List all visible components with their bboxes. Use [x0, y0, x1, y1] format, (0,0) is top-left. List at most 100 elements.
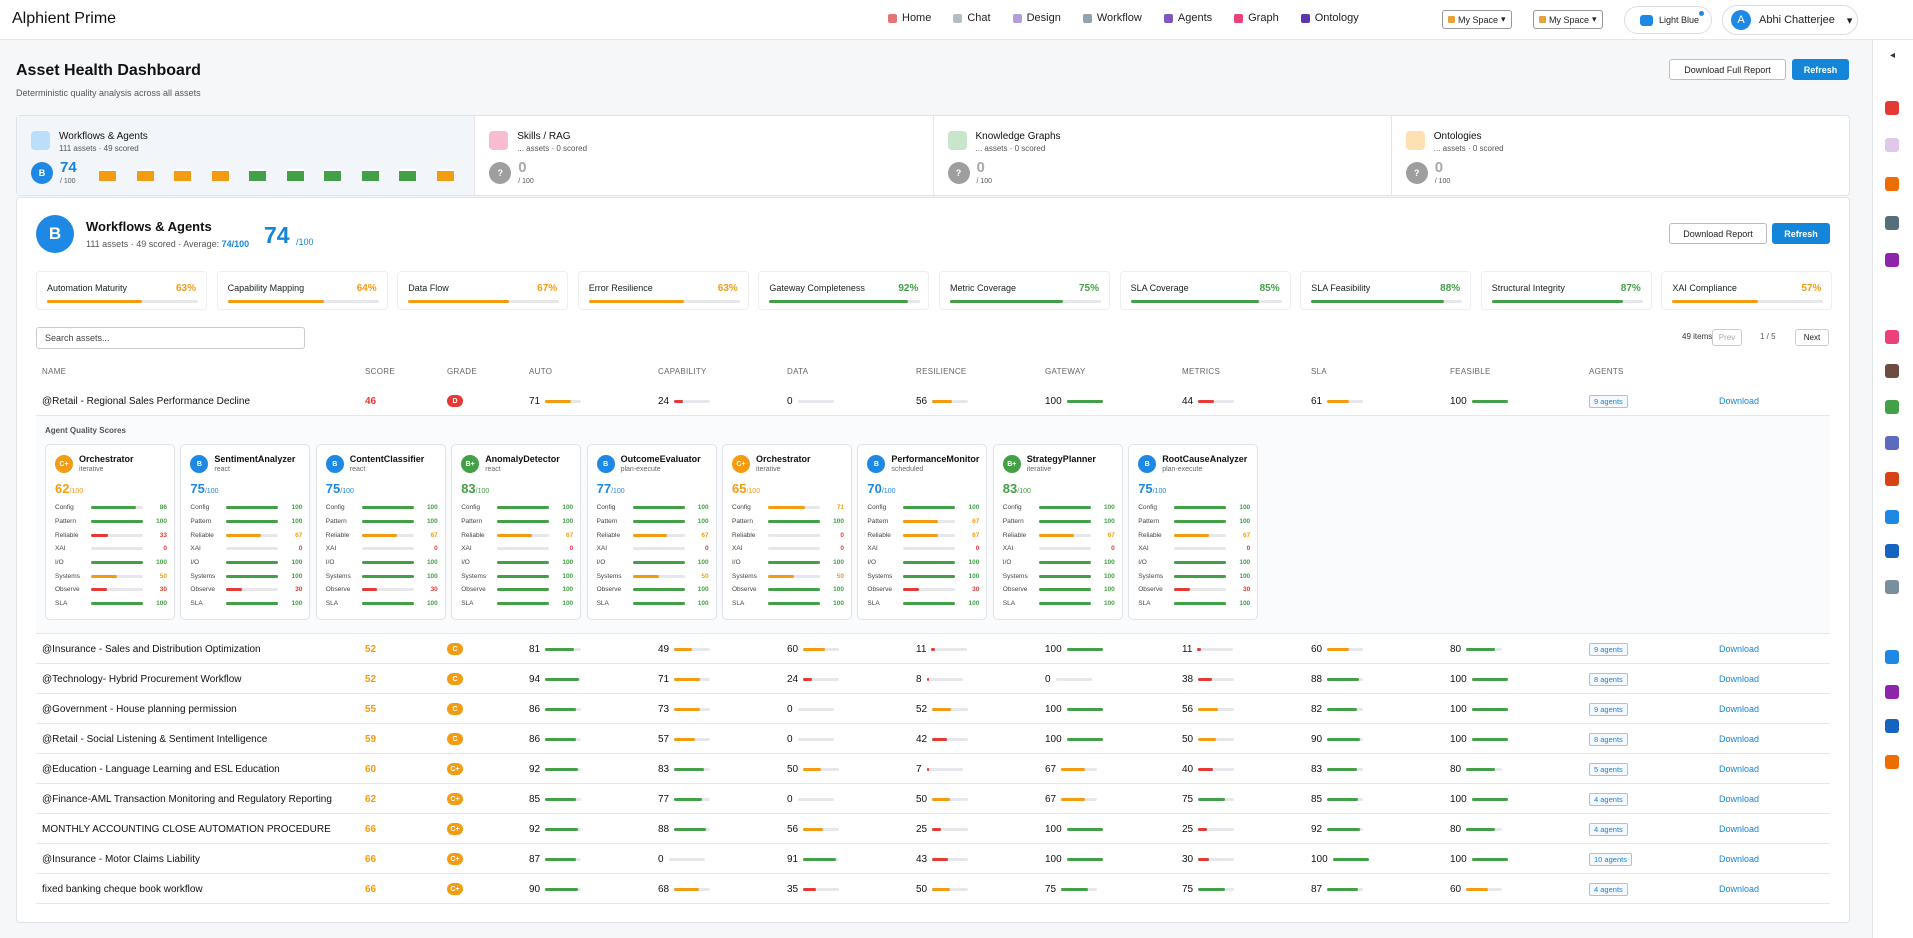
next-page-button[interactable]: Next [1795, 329, 1829, 346]
rail-nav-icon[interactable] [1885, 472, 1899, 486]
download-link[interactable]: Download [1719, 854, 1760, 864]
agent-card-outcomeevaluator[interactable]: B OutcomeEvaluator plan-execute 77/100 Confi… [586, 444, 717, 620]
table-row[interactable]: fixed banking cheque book workflow 66 C+ 90… [36, 874, 1830, 904]
rail-nav-icon[interactable] [1885, 510, 1899, 524]
table-row[interactable]: @Government - House planning permission 5… [36, 694, 1830, 724]
download-report-button[interactable]: Download Report [1669, 223, 1767, 244]
asset-name[interactable]: @Insurance - Sales and Distribution Opti… [42, 643, 261, 655]
category-tab-skills-rag[interactable]: Skills / RAG ... assets · 0 scored? 0 / 100 [475, 116, 934, 195]
agent-card-orchestrator[interactable]: C+ Orchestrator iterative 62/100 Config 86 Pat… [45, 444, 175, 620]
rail-nav-icon[interactable] [1885, 138, 1899, 152]
download-link[interactable]: Download [1719, 396, 1760, 406]
column-header-metrics[interactable]: Metrics [1182, 367, 1221, 376]
download-link[interactable]: Download [1719, 734, 1760, 744]
agents-count-badge[interactable]: 9 agents [1589, 702, 1628, 716]
rail-nav-icon[interactable] [1885, 719, 1899, 733]
rail-nav-icon[interactable] [1885, 177, 1899, 191]
asset-name[interactable]: @Finance-AML Transaction Monitoring and … [42, 793, 332, 805]
section-refresh-button[interactable]: Refresh [1772, 223, 1830, 244]
download-link[interactable]: Download [1719, 794, 1760, 804]
download-full-report-button[interactable]: Download Full Report [1669, 59, 1786, 80]
agent-card-sentimentanalyzer[interactable]: B SentimentAnalyzer react 75/100 Config 100 Pa… [180, 444, 311, 620]
agents-count-badge[interactable]: 8 agents [1589, 732, 1628, 746]
table-row[interactable]: @Finance-AML Transaction Monitoring and … [36, 784, 1830, 814]
search-input[interactable] [36, 327, 305, 349]
rail-nav-icon[interactable] [1885, 364, 1899, 378]
agent-card-contentclassifier[interactable]: B ContentClassifier react 75/100 Config 100 Pa… [315, 444, 446, 620]
agent-card-strategyplanner[interactable]: B+ StrategyPlanner iterative 83/100 Config 10… [992, 444, 1123, 620]
agents-count-badge[interactable]: 4 agents [1589, 822, 1628, 836]
table-row[interactable]: @Education - Language Learning and ESL E… [36, 754, 1830, 784]
asset-name[interactable]: MONTHLY ACCOUNTING CLOSE AUTOMATION PROC… [42, 823, 331, 835]
rail-nav-icon[interactable] [1885, 216, 1899, 230]
rail-nav-icon[interactable] [1885, 544, 1899, 558]
nav-ontology[interactable]: Ontology [1300, 12, 1359, 24]
table-row[interactable]: MONTHLY ACCOUNTING CLOSE AUTOMATION PROC… [36, 814, 1830, 844]
rail-nav-icon[interactable] [1885, 650, 1899, 664]
refresh-button[interactable]: Refresh [1792, 59, 1849, 80]
agents-count-badge[interactable]: 9 agents [1589, 394, 1628, 408]
column-header-data[interactable]: Data [787, 367, 809, 376]
asset-name[interactable]: @Retail - Regional Sales Performance Dec… [42, 395, 251, 407]
category-tab-workflows-agents[interactable]: Workflows & Agents 111 assets · 49 scored… [17, 116, 476, 195]
rail-nav-icon[interactable] [1885, 755, 1899, 769]
nav-chat[interactable]: Chat [953, 12, 991, 24]
column-header-sla[interactable]: SLA [1311, 367, 1328, 376]
nav-workflow[interactable]: Workflow [1082, 12, 1142, 24]
agents-count-badge[interactable]: 9 agents [1589, 642, 1628, 656]
agents-count-badge[interactable]: 10 agents [1589, 852, 1632, 866]
rail-nav-icon[interactable] [1885, 101, 1899, 115]
asset-name[interactable]: @Technology- Hybrid Procurement Workflow [42, 673, 242, 685]
column-header-capability[interactable]: Capability [658, 367, 707, 376]
agent-card-anomalydetector[interactable]: B+ AnomalyDetector react 83/100 Config 100 Pat… [451, 444, 582, 620]
table-row[interactable]: @Retail - Social Listening & Sentiment I… [36, 724, 1830, 754]
column-header-score[interactable]: Score [365, 367, 395, 376]
agents-count-badge[interactable]: 8 agents [1589, 672, 1628, 686]
rail-nav-icon[interactable] [1885, 330, 1899, 344]
asset-name[interactable]: @Government - House planning permission [42, 703, 237, 715]
rail-nav-icon[interactable] [1885, 400, 1899, 414]
space-select-1[interactable]: My Space ▾ [1442, 10, 1512, 29]
column-header-feasible[interactable]: Feasible [1450, 367, 1491, 376]
asset-name[interactable]: fixed banking cheque book workflow [42, 883, 203, 895]
download-link[interactable]: Download [1719, 674, 1760, 684]
agent-card-performancemonitor[interactable]: B PerformanceMonitor scheduled 70/100 Config… [857, 444, 988, 620]
nav-design[interactable]: Design [1012, 12, 1061, 24]
asset-name[interactable]: @Insurance - Motor Claims Liability [42, 853, 200, 865]
column-header-grade[interactable]: Grade [447, 367, 477, 376]
download-link[interactable]: Download [1719, 884, 1760, 894]
category-tab-knowledge-graphs[interactable]: Knowledge Graphs ... assets · 0 scored? 0 /… [934, 116, 1392, 195]
table-row[interactable]: @Technology- Hybrid Procurement Workflow… [36, 664, 1830, 694]
table-row[interactable]: @Insurance - Sales and Distribution Opti… [36, 634, 1830, 664]
category-tab-ontologies[interactable]: Ontologies ... assets · 0 scored? 0 / 100 [1392, 116, 1849, 195]
column-header-gateway[interactable]: Gateway [1045, 367, 1086, 376]
nav-graph[interactable]: Graph [1234, 12, 1279, 24]
download-link[interactable]: Download [1719, 824, 1760, 834]
rail-nav-icon[interactable] [1885, 253, 1899, 267]
table-row[interactable]: @Insurance - Motor Claims Liability 66 C+ 8… [36, 844, 1830, 874]
nav-home[interactable]: Home [888, 12, 931, 24]
download-link[interactable]: Download [1719, 644, 1760, 654]
column-header-auto[interactable]: Auto [529, 367, 553, 376]
rail-nav-icon[interactable] [1885, 436, 1899, 450]
column-header-agents[interactable]: Agents [1589, 367, 1624, 376]
agents-count-badge[interactable]: 4 agents [1589, 882, 1628, 896]
prev-page-button[interactable]: Prev [1712, 329, 1742, 346]
asset-name[interactable]: @Education - Language Learning and ESL E… [42, 763, 280, 775]
collapse-rail-button[interactable]: ◂ [1872, 50, 1913, 76]
theme-button[interactable]: Light Blue [1624, 6, 1712, 34]
download-link[interactable]: Download [1719, 704, 1760, 714]
column-header-name[interactable]: Name [42, 367, 67, 376]
agents-count-badge[interactable]: 5 agents [1589, 762, 1628, 776]
table-row[interactable]: @Retail - Regional Sales Performance Dec… [36, 386, 1830, 416]
nav-agents[interactable]: Agents [1163, 12, 1212, 24]
column-header-resilience[interactable]: Resilience [916, 367, 967, 376]
agent-card-orchestrator[interactable]: C+ Orchestrator iterative 65/100 Config 71 Pat… [722, 444, 852, 620]
download-link[interactable]: Download [1719, 764, 1760, 774]
agent-card-rootcauseanalyzer[interactable]: B RootCauseAnalyzer plan-execute 75/100 Conf… [1128, 444, 1259, 620]
user-menu[interactable]: A Abhi Chatterjee ▾ [1722, 5, 1858, 35]
rail-nav-icon[interactable] [1885, 685, 1899, 699]
agents-count-badge[interactable]: 4 agents [1589, 792, 1628, 806]
rail-nav-icon[interactable] [1885, 580, 1899, 594]
asset-name[interactable]: @Retail - Social Listening & Sentiment I… [42, 733, 268, 745]
